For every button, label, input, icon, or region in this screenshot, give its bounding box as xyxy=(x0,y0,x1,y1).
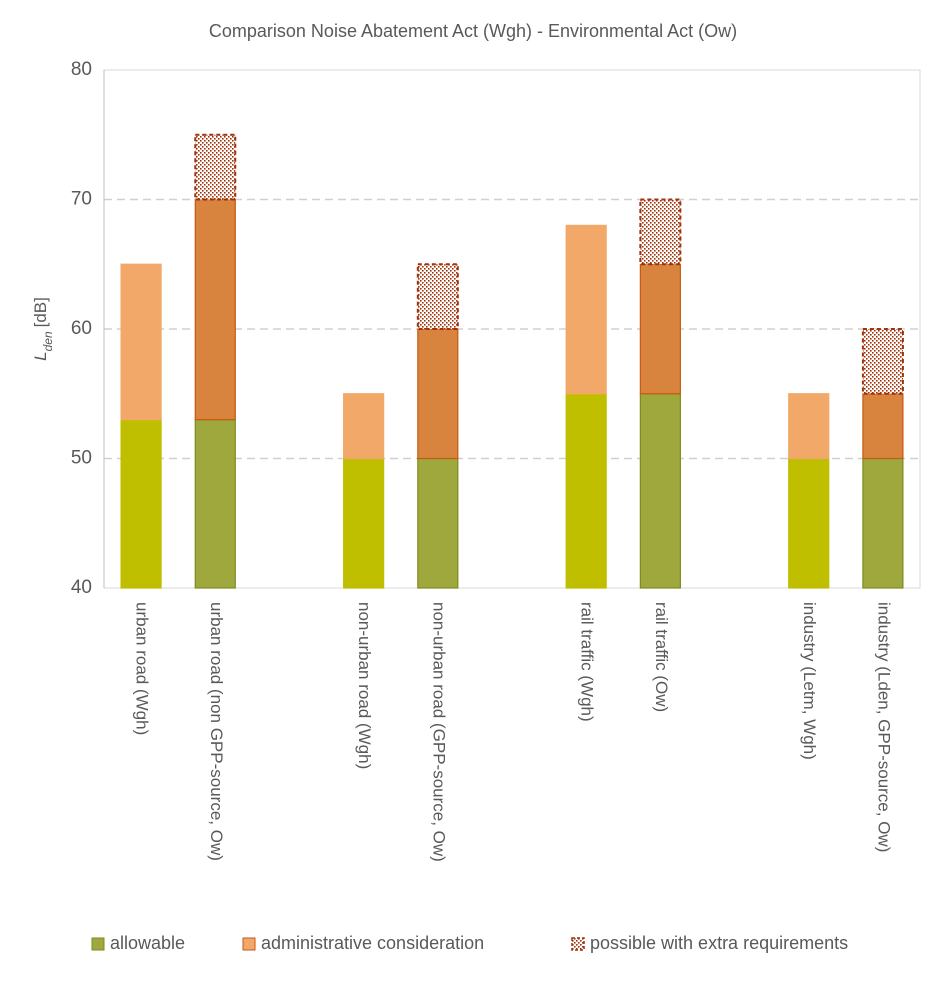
legend-swatch xyxy=(91,937,105,951)
y-tick-label: 50 xyxy=(71,448,92,469)
bar-segment xyxy=(194,198,236,421)
bar-segment xyxy=(120,263,162,421)
bar-segment xyxy=(565,393,607,589)
bar-segment xyxy=(861,328,904,395)
y-label-unit: [dB] xyxy=(31,297,50,327)
bar-segment xyxy=(788,457,830,589)
legend-swatch xyxy=(242,937,256,951)
legend-label: possible with extra requirements xyxy=(590,933,848,953)
bar-segment xyxy=(416,263,459,330)
legend-label: administrative consideration xyxy=(261,933,484,953)
bar-segment xyxy=(343,457,385,589)
y-axis-label: Lden [dB] xyxy=(31,297,55,361)
bar-segment xyxy=(862,393,904,460)
legend-label: allowable xyxy=(110,933,185,953)
y-label-main: L xyxy=(31,351,50,360)
x-tick-label: non-urban road (GPP-source, Ow) xyxy=(429,602,448,862)
bar-segment xyxy=(639,198,682,266)
y-tick-label: 70 xyxy=(71,189,92,210)
x-tick-label: industry (Lden, GPP-source, Ow) xyxy=(874,602,893,852)
bar-segment xyxy=(417,457,459,589)
bar-segment xyxy=(194,419,236,589)
x-tick-label: rail traffic (Ow) xyxy=(652,602,671,712)
bar-segment xyxy=(788,393,830,460)
x-tick-label: industry (Letm, Wgh) xyxy=(800,602,819,760)
y-tick-label: 60 xyxy=(71,318,92,339)
bar-segment xyxy=(639,393,681,589)
x-tick-label: non-urban road (Wgh) xyxy=(355,602,374,769)
bar-segment xyxy=(120,419,162,589)
bar-segment xyxy=(194,133,237,201)
chart-title: Comparison Noise Abatement Act (Wgh) - E… xyxy=(209,21,737,41)
y-tick-label: 80 xyxy=(71,59,92,80)
legend-swatch xyxy=(571,937,585,951)
bar-segment xyxy=(417,328,459,460)
y-tick-label: 40 xyxy=(71,577,92,598)
x-tick-label: urban road (non GPP-source, Ow) xyxy=(207,602,226,861)
bar-segment xyxy=(343,393,385,460)
bar-segment xyxy=(639,263,681,395)
bar-segment xyxy=(565,224,607,395)
x-tick-label: rail traffic (Wgh) xyxy=(578,602,597,722)
bar-segment xyxy=(862,457,904,589)
x-tick-label: urban road (Wgh) xyxy=(133,602,152,735)
y-label-sub: den xyxy=(41,331,55,351)
